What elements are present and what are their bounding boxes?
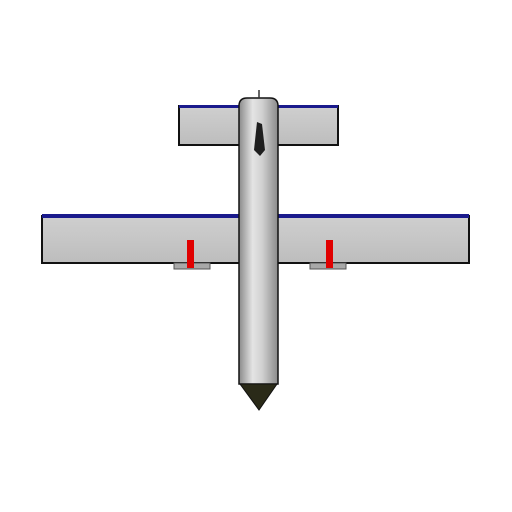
wing-left-panel [41,215,241,264]
tail-plane-right [276,105,339,146]
nose-cone [239,383,278,411]
control-horn-left [187,240,194,268]
control-horn-right [326,240,333,268]
control-horns [187,240,333,268]
wing-right-panel [276,215,470,264]
vertical-fin [254,122,265,156]
main-wing [41,214,470,264]
fuselage-body [238,97,279,385]
tail-plane-left [178,105,242,146]
fuselage [238,90,279,411]
